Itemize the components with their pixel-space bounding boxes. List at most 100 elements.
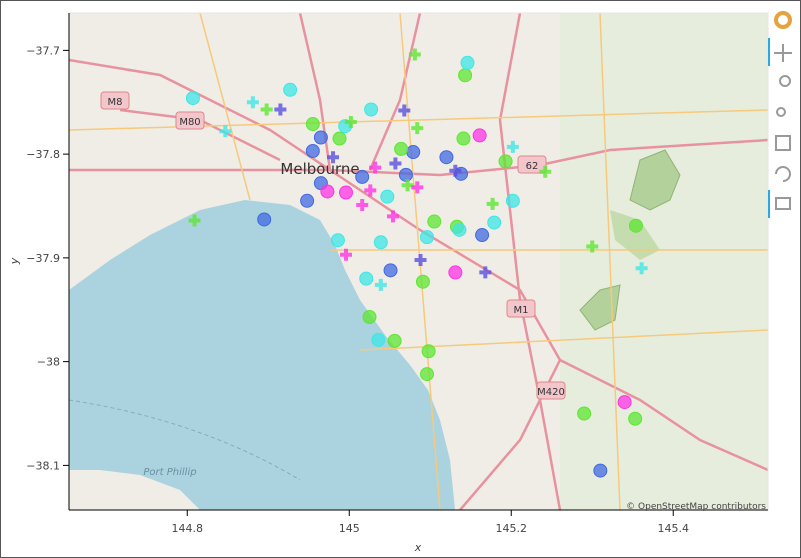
cross-point [401, 179, 414, 192]
map-label: M1 [514, 305, 529, 316]
circle-point [628, 218, 643, 233]
cross-point [414, 253, 427, 266]
cross-point [479, 266, 492, 279]
circle-point [387, 333, 402, 348]
circle-point [593, 463, 608, 478]
map-label: M420 [537, 387, 565, 398]
y-tick-label: −37.8 [26, 148, 60, 161]
circle-point [472, 128, 487, 143]
cross-point [364, 184, 377, 197]
cross-point [340, 248, 353, 261]
circle-point [332, 131, 347, 146]
circle-point [394, 141, 409, 156]
y-tick-label: −37.9 [26, 252, 60, 265]
circle-point [330, 233, 345, 248]
circle-point [617, 395, 632, 410]
map-label: M80 [179, 117, 200, 128]
circle-point [505, 193, 520, 208]
circle-point [498, 154, 513, 169]
x-tick-label: 144.8 [172, 522, 204, 535]
road-shield [100, 91, 130, 110]
map-label: Port Phillip [143, 467, 196, 478]
circle-point [300, 193, 315, 208]
circle-point [355, 169, 370, 184]
map-label: Melbourne [280, 160, 359, 178]
hover-tool[interactable] [775, 197, 791, 210]
circle-point [420, 230, 435, 245]
wheel-zoom-tool[interactable] [776, 107, 786, 117]
cross-point [369, 161, 382, 174]
circle-point [371, 332, 386, 347]
circle-point [628, 411, 643, 426]
circle-point [460, 55, 475, 70]
cross-point [408, 48, 421, 61]
toolbar [768, 11, 792, 218]
circle-point [362, 310, 377, 325]
x-tick-label: 145.2 [495, 522, 527, 535]
cross-point [327, 151, 340, 164]
cross-point [635, 262, 648, 275]
cross-point [411, 122, 424, 135]
circle-point [373, 235, 388, 250]
cross-point [188, 214, 201, 227]
cross-point [246, 96, 259, 109]
cross-point [389, 157, 402, 170]
y-tick-label: −38 [37, 356, 60, 369]
pan-tool[interactable] [774, 44, 792, 62]
circle-point [359, 271, 374, 286]
circle-point [313, 130, 328, 145]
map-labels: Melbourne M8 M80 62 M1 M420 Port Phillip [100, 91, 566, 478]
cross-point [411, 181, 424, 194]
circle-point [305, 143, 320, 158]
cross-point [260, 103, 273, 116]
x-axis-label: x [414, 541, 422, 554]
cross-point [398, 104, 411, 117]
cross-point [449, 164, 462, 177]
x-tick-label: 145.4 [657, 522, 689, 535]
circle-point [458, 68, 473, 83]
circle-point [415, 274, 430, 289]
cross-point [374, 278, 387, 291]
circle-point [456, 131, 471, 146]
road-shield [517, 155, 547, 174]
circle-point [448, 265, 463, 280]
road-shield [536, 381, 566, 400]
circle-point [420, 367, 435, 382]
cross-point [386, 210, 399, 223]
cross-point [506, 140, 519, 153]
cross-point [274, 103, 287, 116]
circle-point [577, 406, 592, 421]
road-shield [175, 111, 205, 130]
circle-point [364, 102, 379, 117]
circle-point [487, 215, 502, 230]
x-tick-label: 145 [339, 522, 360, 535]
save-tool[interactable] [775, 135, 791, 151]
road-shield [506, 299, 536, 318]
circle-point [339, 185, 354, 200]
y-axis-label: y [8, 257, 21, 265]
points [185, 48, 648, 478]
cross-point [219, 125, 232, 138]
circle-point [305, 117, 320, 132]
circle-point [421, 344, 436, 359]
box-zoom-tool[interactable] [779, 75, 791, 87]
circle-point [452, 222, 467, 237]
circle-point [439, 150, 454, 165]
circle-point [257, 212, 272, 227]
cross-point [356, 198, 369, 211]
y-tick-label: −38.1 [26, 459, 60, 472]
bokeh-logo[interactable] [774, 11, 792, 29]
circle-point [320, 184, 335, 199]
reset-tool[interactable] [775, 166, 791, 182]
map-label: 62 [526, 161, 539, 172]
circle-point [283, 82, 298, 97]
circle-point [427, 214, 442, 229]
circle-point [406, 145, 421, 160]
cross-point [486, 197, 499, 210]
map-label: M8 [108, 97, 123, 108]
attribution: © OpenStreetMap contributors [626, 502, 766, 512]
cross-point [539, 165, 552, 178]
circle-point [185, 91, 200, 106]
circle-point [475, 228, 490, 243]
